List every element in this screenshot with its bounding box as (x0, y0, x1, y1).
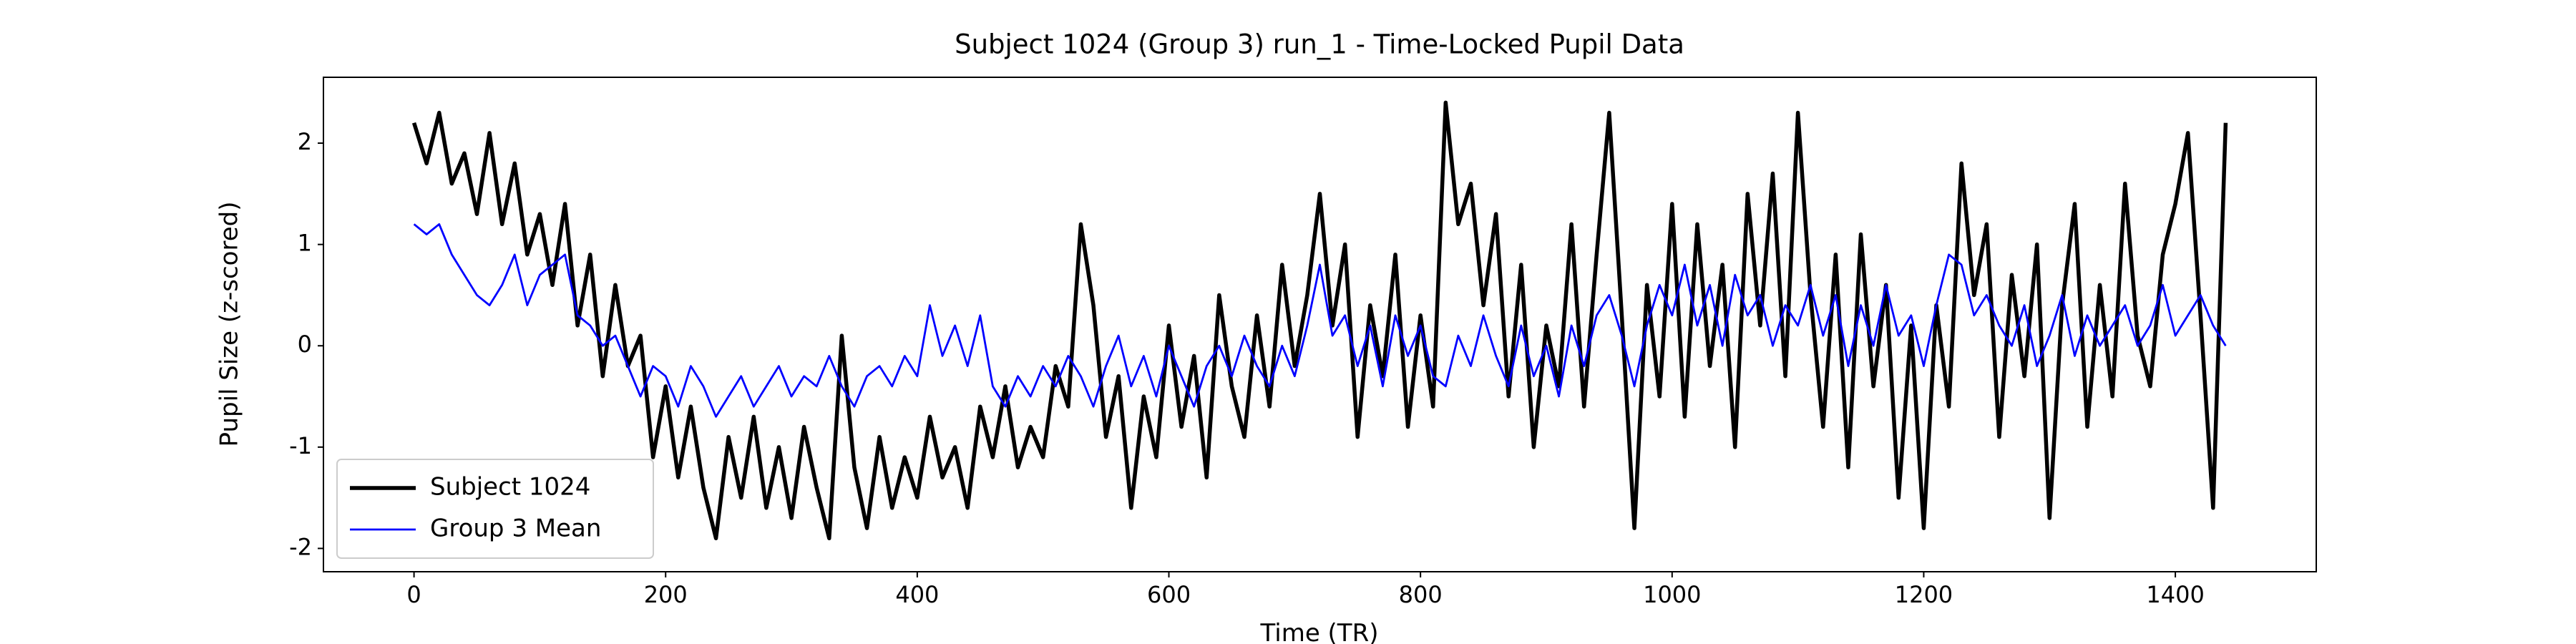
plot-frame (323, 77, 2317, 572)
x-tick-label: 800 (1399, 581, 1443, 608)
x-tick-label: 400 (895, 581, 939, 608)
y-tick-label: 1 (298, 230, 312, 257)
x-tick-label: 600 (1147, 581, 1191, 608)
y-tick-label: 0 (298, 331, 312, 358)
x-tick-label: 1000 (1643, 581, 1701, 608)
x-axis-label: Time (TR) (1260, 619, 1379, 644)
legend-label: Group 3 Mean (430, 514, 601, 543)
x-tick-label: 0 (406, 581, 421, 608)
y-tick-label: 2 (298, 128, 312, 155)
chart-title: Subject 1024 (Group 3) run_1 - Time-Lock… (955, 29, 1684, 60)
legend-label: Subject 1024 (430, 473, 590, 502)
x-tick-label: 1400 (2146, 581, 2204, 608)
y-tick-label: -2 (289, 533, 312, 560)
y-axis-label: Pupil Size (z-scored) (215, 202, 244, 447)
x-tick-label: 1200 (1895, 581, 1953, 608)
data-line (413, 223, 2227, 418)
y-tick-label: -1 (289, 432, 312, 459)
legend-box (336, 459, 654, 559)
data-line (411, 100, 2228, 541)
x-tick-label: 200 (644, 581, 688, 608)
